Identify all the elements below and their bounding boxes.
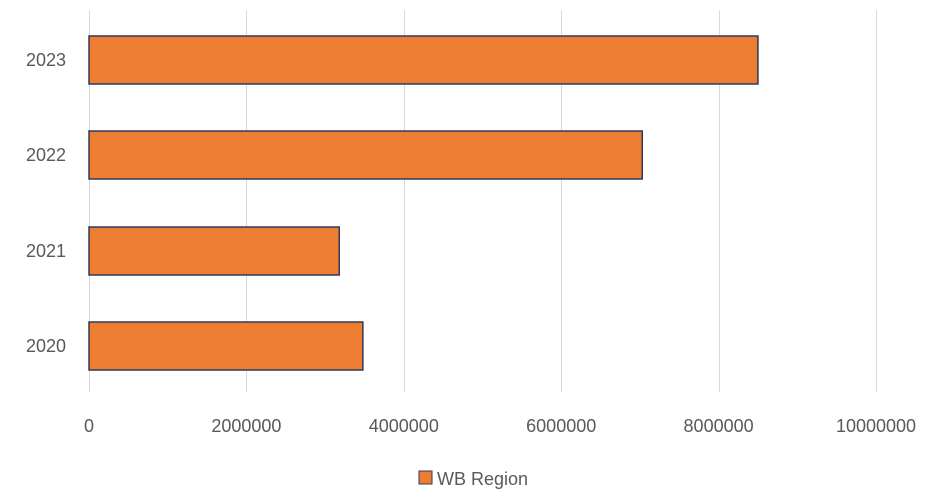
y-tick-label-2023: 2023 — [26, 50, 66, 70]
x-tick-label: 0 — [84, 416, 94, 436]
legend-swatch — [418, 470, 433, 485]
x-axis-labels: 0 2000000 4000000 6000000 8000000 10000000 — [84, 416, 916, 436]
x-tick-label: 8000000 — [684, 416, 754, 436]
legend: WB Region — [418, 469, 528, 489]
y-tick-label-2022: 2022 — [26, 145, 66, 165]
bar-2022 — [88, 130, 644, 180]
x-tick-label: 4000000 — [369, 416, 439, 436]
bar-2020 — [88, 321, 364, 371]
y-tick-label-2020: 2020 — [26, 336, 66, 356]
x-tick-label: 10000000 — [836, 416, 916, 436]
bar-2021 — [88, 226, 341, 276]
y-axis-labels: 2020 2021 2022 2023 — [26, 50, 66, 356]
legend-label: WB Region — [437, 469, 528, 489]
x-tick-label: 6000000 — [526, 416, 596, 436]
bars — [88, 35, 759, 371]
bar-2023 — [88, 35, 759, 85]
x-tick-label: 2000000 — [211, 416, 281, 436]
y-tick-label-2021: 2021 — [26, 241, 66, 261]
